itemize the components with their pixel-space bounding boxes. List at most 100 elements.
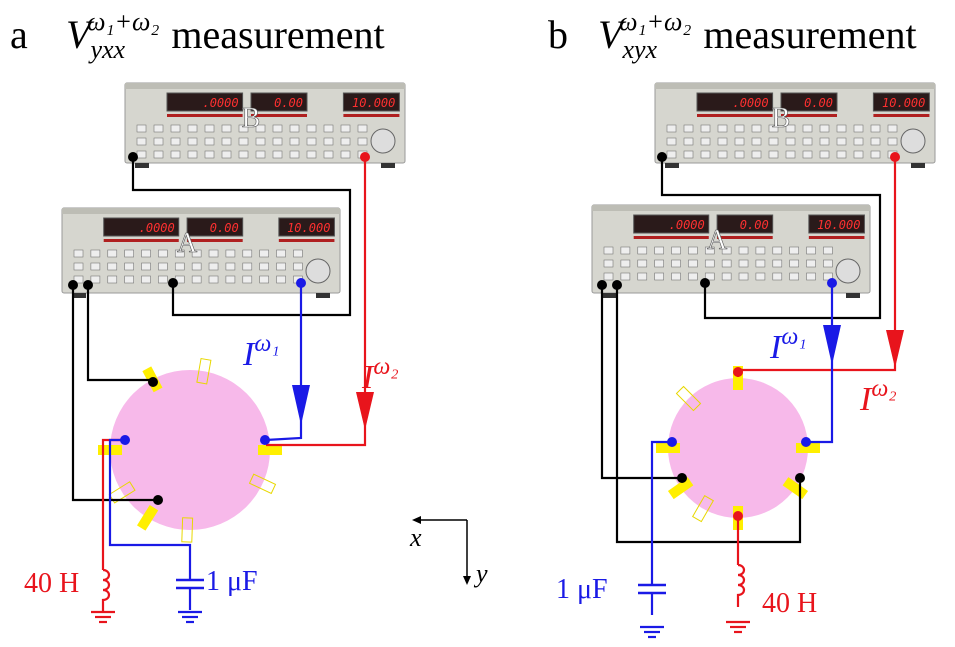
display-readout: 0.00 bbox=[274, 96, 303, 110]
button bbox=[773, 247, 782, 254]
display-bar bbox=[809, 236, 865, 239]
button bbox=[769, 138, 778, 145]
button bbox=[277, 250, 286, 257]
button bbox=[621, 260, 630, 267]
instrument-foot bbox=[665, 163, 679, 168]
button bbox=[226, 250, 235, 257]
button bbox=[638, 273, 647, 280]
button bbox=[655, 247, 664, 254]
inductor-label: 40 H bbox=[24, 568, 79, 599]
button bbox=[158, 276, 167, 283]
button bbox=[154, 138, 163, 145]
display-bar bbox=[873, 114, 929, 117]
terminal bbox=[657, 152, 667, 162]
sample bbox=[98, 359, 282, 543]
inductor bbox=[738, 565, 744, 607]
button bbox=[773, 260, 782, 267]
diagram: a Vyxxω₁+ω₂measurement b Vxyxω₁+ω₂measur… bbox=[0, 0, 955, 647]
display-readout: 0.00 bbox=[804, 96, 833, 110]
display-readout: 0.00 bbox=[740, 218, 769, 232]
button bbox=[222, 138, 231, 145]
terminal bbox=[795, 473, 805, 483]
display-readout: 10.000 bbox=[817, 218, 860, 232]
capacitor-label: 1 μF bbox=[206, 566, 258, 597]
display-readout: .0000 bbox=[139, 221, 175, 235]
display-bar bbox=[167, 114, 243, 117]
terminal bbox=[801, 437, 811, 447]
display-bar bbox=[279, 239, 335, 242]
button bbox=[260, 250, 269, 257]
current-label: Iω₂ bbox=[859, 376, 897, 418]
panel-title: Vyxxω₁+ω₂measurement bbox=[66, 7, 385, 64]
button bbox=[752, 125, 761, 132]
button bbox=[222, 151, 231, 158]
button bbox=[260, 276, 269, 283]
title-text: measurement bbox=[171, 12, 384, 57]
title-subscript: yxx bbox=[87, 35, 125, 64]
button bbox=[790, 260, 799, 267]
knob bbox=[371, 129, 395, 153]
button bbox=[239, 138, 248, 145]
button bbox=[341, 138, 350, 145]
button bbox=[243, 250, 252, 257]
button bbox=[175, 263, 184, 270]
button bbox=[854, 151, 863, 158]
axis-label: x bbox=[409, 523, 422, 552]
button bbox=[74, 250, 83, 257]
terminal bbox=[700, 278, 710, 288]
button bbox=[171, 125, 180, 132]
current-label: Iω₁ bbox=[769, 324, 807, 366]
title-text: measurement bbox=[703, 12, 916, 57]
instrument-foot bbox=[381, 163, 395, 168]
button bbox=[277, 263, 286, 270]
button bbox=[684, 138, 693, 145]
button bbox=[604, 273, 613, 280]
button bbox=[756, 273, 765, 280]
button bbox=[273, 151, 282, 158]
button bbox=[188, 151, 197, 158]
button bbox=[803, 138, 812, 145]
button bbox=[188, 138, 197, 145]
instrument-foot bbox=[135, 163, 149, 168]
button bbox=[786, 151, 795, 158]
instrument-foot bbox=[316, 293, 330, 298]
terminal bbox=[296, 278, 306, 288]
button bbox=[684, 125, 693, 132]
button bbox=[125, 263, 134, 270]
button bbox=[722, 273, 731, 280]
display-readout: 10.000 bbox=[882, 96, 925, 110]
instrument-label: A bbox=[177, 228, 198, 259]
button bbox=[604, 247, 613, 254]
button bbox=[142, 263, 151, 270]
display-readout: 10.000 bbox=[287, 221, 330, 235]
current-label: Iω₂ bbox=[361, 354, 399, 396]
display-readout: .0000 bbox=[202, 96, 238, 110]
current-frequency: ω₁ bbox=[781, 324, 806, 350]
button bbox=[307, 151, 316, 158]
button bbox=[837, 125, 846, 132]
button bbox=[277, 276, 286, 283]
button bbox=[837, 151, 846, 158]
button bbox=[205, 125, 214, 132]
axis-label: y bbox=[473, 559, 488, 588]
button bbox=[171, 138, 180, 145]
sample bbox=[656, 366, 820, 530]
knob bbox=[306, 259, 330, 283]
terminal bbox=[148, 377, 158, 387]
button bbox=[243, 276, 252, 283]
instrument-top bbox=[655, 83, 935, 89]
display-bar bbox=[343, 114, 399, 117]
button bbox=[209, 276, 218, 283]
instrument-top bbox=[62, 208, 340, 214]
button bbox=[803, 125, 812, 132]
terminal bbox=[260, 435, 270, 445]
button bbox=[739, 247, 748, 254]
instrument-foot bbox=[602, 293, 616, 298]
instrument-label: B bbox=[242, 103, 261, 134]
button bbox=[290, 138, 299, 145]
button bbox=[871, 138, 880, 145]
button bbox=[773, 273, 782, 280]
display-bar bbox=[634, 236, 709, 239]
button bbox=[871, 151, 880, 158]
terminal bbox=[128, 152, 138, 162]
